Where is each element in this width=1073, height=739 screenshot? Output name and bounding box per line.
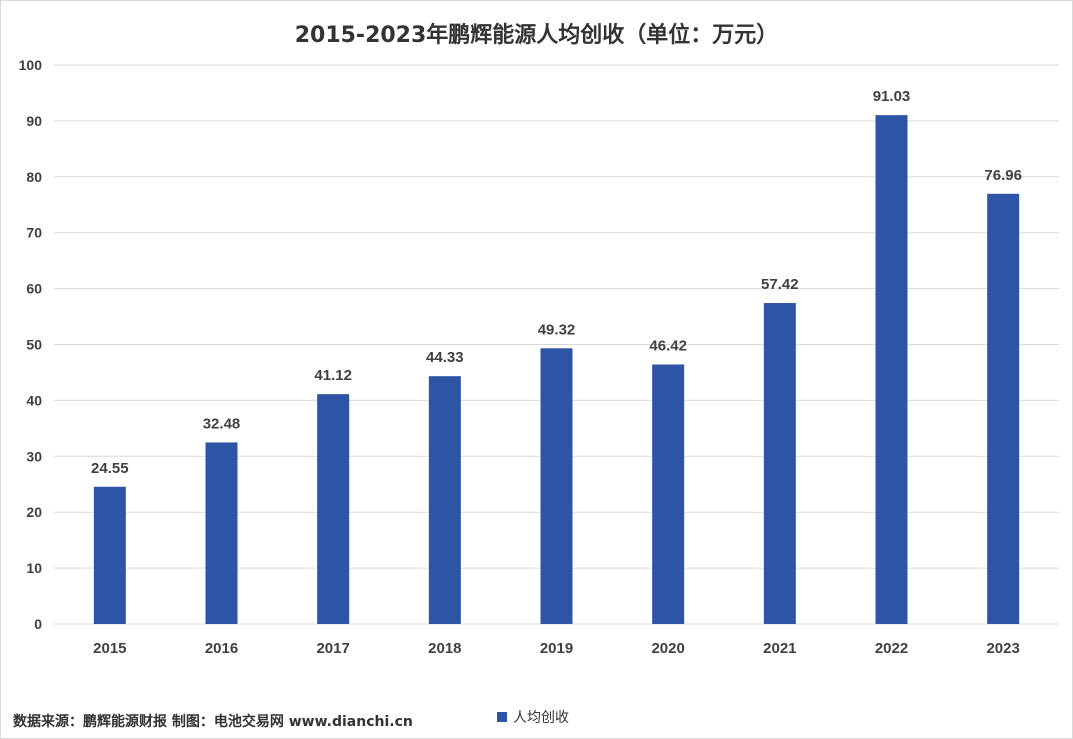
bar (429, 376, 461, 624)
y-tick-label: 0 (34, 616, 42, 632)
x-tick-label: 2021 (763, 640, 796, 657)
legend: 人均创收 (497, 707, 569, 727)
x-tick-label: 2022 (875, 640, 908, 657)
data-label: 32.48 (203, 415, 241, 432)
bar (317, 394, 349, 624)
data-label: 91.03 (873, 88, 911, 105)
bar (206, 442, 238, 624)
x-tick-label: 2016 (205, 640, 238, 657)
y-tick-label: 70 (26, 225, 42, 241)
data-label: 49.32 (538, 321, 576, 338)
data-label: 41.12 (314, 367, 352, 384)
data-label: 76.96 (984, 167, 1022, 184)
x-tick-label: 2019 (540, 640, 573, 657)
x-tick-label: 2018 (428, 640, 461, 657)
data-label: 44.33 (426, 349, 464, 366)
y-tick-label: 40 (26, 392, 42, 408)
y-tick-label: 90 (26, 113, 42, 129)
bar (541, 348, 573, 624)
y-tick-label: 20 (26, 504, 42, 520)
bar (876, 115, 908, 624)
bar (764, 303, 796, 624)
y-tick-label: 100 (19, 57, 43, 73)
y-tick-label: 30 (26, 448, 42, 464)
y-tick-label: 60 (26, 281, 42, 297)
legend-label: 人均创收 (513, 707, 569, 727)
y-tick-label: 80 (26, 169, 42, 185)
data-label: 57.42 (761, 276, 799, 293)
chart-frame: 2015-2023年鹏辉能源人均创收（单位：万元） 0 10 20 30 40 50 60 7… (0, 0, 1073, 739)
x-tick-label: 2020 (651, 640, 684, 657)
data-label: 46.42 (649, 338, 687, 355)
x-tick-label: 2017 (316, 640, 349, 657)
y-tick-label: 50 (26, 337, 42, 353)
y-tick-label: 10 (26, 560, 42, 576)
data-label: 24.55 (91, 460, 129, 477)
bar-chart: 0 10 20 30 40 50 60 70 80 90 100 24.55 2015 32.48 2016… (1, 1, 1072, 738)
x-tick-label: 2023 (986, 640, 1019, 657)
legend-swatch (497, 712, 507, 722)
source-note: 数据来源：鹏辉能源财报 制图：电池交易网 www.dianchi.cn (13, 711, 413, 731)
bar (94, 487, 126, 624)
bar (652, 365, 684, 624)
bar (987, 194, 1019, 624)
x-tick-label: 2015 (93, 640, 126, 657)
